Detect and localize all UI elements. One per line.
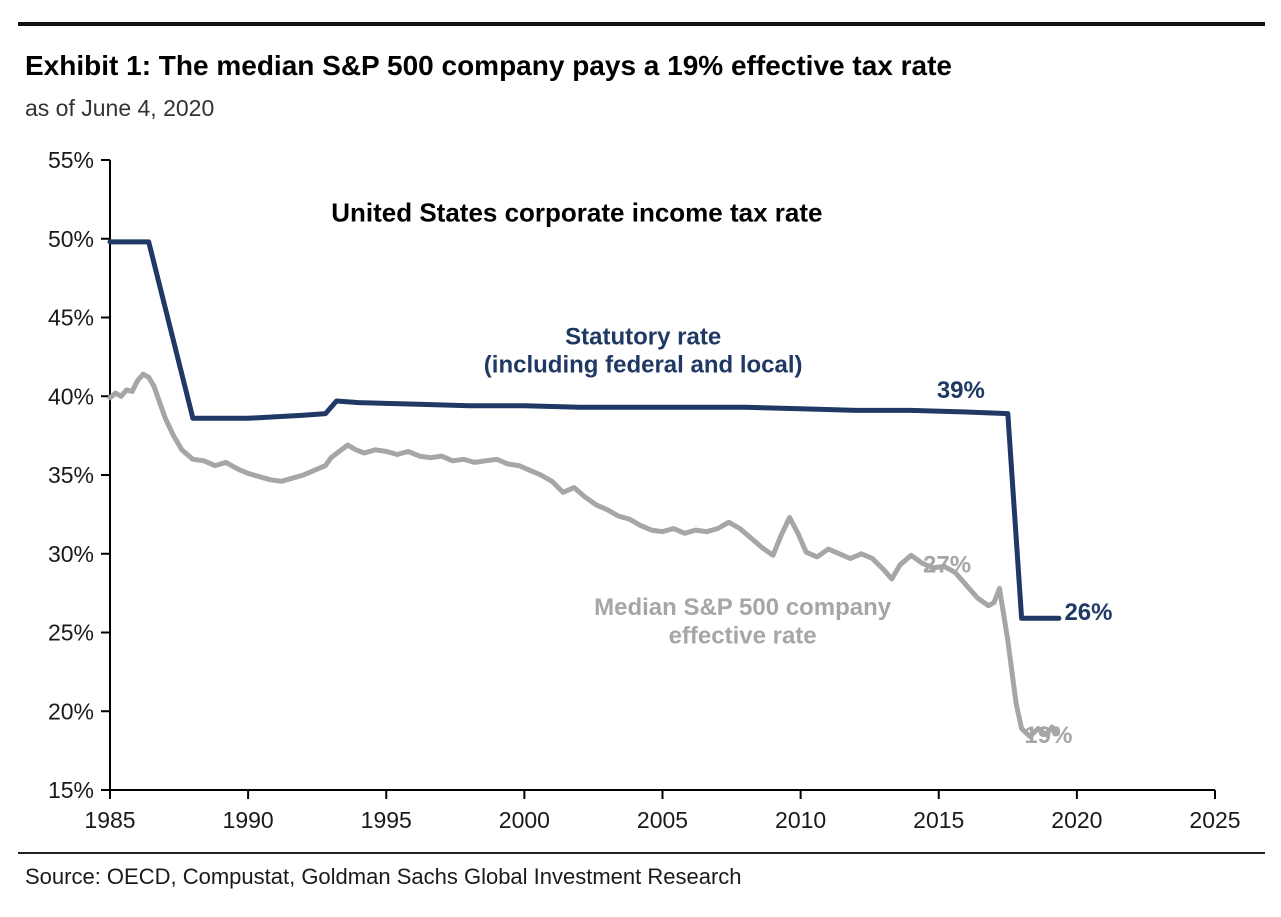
x-tick-label: 2025 (1189, 807, 1240, 833)
x-tick-label: 2015 (913, 807, 964, 833)
source-attribution: Source: OECD, Compustat, Goldman Sachs G… (25, 864, 742, 889)
x-tick-label: 2000 (499, 807, 550, 833)
exhibit-title: Exhibit 1: The median S&P 500 company pa… (25, 50, 952, 81)
exhibit-subtitle: as of June 4, 2020 (25, 95, 215, 121)
series-line-0 (107, 239, 1062, 621)
chart-annotation-3: 39% (937, 377, 985, 404)
chart-annotation-1: Statutory rate (including federal and loc… (484, 323, 803, 378)
y-tick-label: 25% (48, 620, 94, 646)
series-line-1 (107, 371, 1060, 739)
x-tick-label: 2010 (775, 807, 826, 833)
chart-annotation-4: 26% (1064, 599, 1112, 626)
bottom-divider (18, 852, 1265, 854)
y-tick-label: 40% (48, 383, 94, 409)
top-divider (18, 22, 1265, 26)
y-tick-label: 15% (48, 777, 94, 803)
chart-annotation-6: 19% (1024, 722, 1072, 749)
chart-annotation-2: Median S&P 500 company effective rate (594, 594, 892, 649)
y-tick-label: 50% (48, 226, 94, 252)
x-tick-label: 1995 (361, 807, 412, 833)
x-tick-label: 2005 (637, 807, 688, 833)
y-tick-label: 55% (48, 147, 94, 173)
y-tick-label: 20% (48, 698, 94, 724)
y-tick-label: 45% (48, 305, 94, 331)
x-tick-label: 1985 (84, 807, 135, 833)
y-tick-label: 30% (48, 541, 94, 567)
chart-annotation-0: United States corporate income tax rate (331, 197, 822, 227)
x-tick-label: 1990 (223, 807, 274, 833)
chart-annotation-5: 27% (923, 552, 971, 579)
y-tick-label: 35% (48, 462, 94, 488)
x-tick-label: 2020 (1051, 807, 1102, 833)
